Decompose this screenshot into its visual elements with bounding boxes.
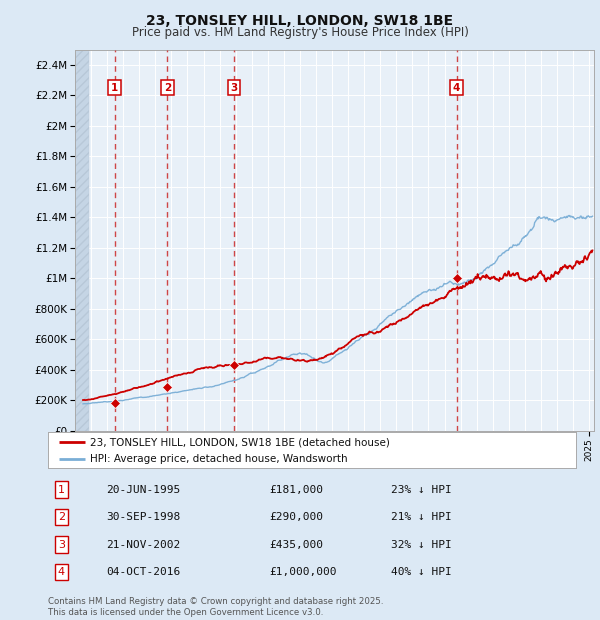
Text: 40% ↓ HPI: 40% ↓ HPI	[391, 567, 452, 577]
Text: 3: 3	[58, 539, 65, 549]
Text: 21-NOV-2002: 21-NOV-2002	[106, 539, 181, 549]
Text: 1: 1	[111, 82, 118, 93]
Text: 2: 2	[58, 512, 65, 522]
Text: Price paid vs. HM Land Registry's House Price Index (HPI): Price paid vs. HM Land Registry's House …	[131, 26, 469, 39]
Text: £435,000: £435,000	[270, 539, 324, 549]
Text: 32% ↓ HPI: 32% ↓ HPI	[391, 539, 452, 549]
Text: 23, TONSLEY HILL, LONDON, SW18 1BE (detached house): 23, TONSLEY HILL, LONDON, SW18 1BE (deta…	[90, 437, 390, 447]
Text: 23, TONSLEY HILL, LONDON, SW18 1BE: 23, TONSLEY HILL, LONDON, SW18 1BE	[146, 14, 454, 28]
Bar	[75, 50, 89, 431]
Text: 23% ↓ HPI: 23% ↓ HPI	[391, 485, 452, 495]
Text: 21% ↓ HPI: 21% ↓ HPI	[391, 512, 452, 522]
Text: £1,000,000: £1,000,000	[270, 567, 337, 577]
Text: 4: 4	[453, 82, 460, 93]
Text: 30-SEP-1998: 30-SEP-1998	[106, 512, 181, 522]
Text: 4: 4	[58, 567, 65, 577]
Text: 3: 3	[230, 82, 238, 93]
Text: £290,000: £290,000	[270, 512, 324, 522]
Text: 1: 1	[58, 485, 65, 495]
Text: 2: 2	[164, 82, 171, 93]
Text: Contains HM Land Registry data © Crown copyright and database right 2025.
This d: Contains HM Land Registry data © Crown c…	[48, 598, 383, 617]
Text: 20-JUN-1995: 20-JUN-1995	[106, 485, 181, 495]
Text: HPI: Average price, detached house, Wandsworth: HPI: Average price, detached house, Wand…	[90, 454, 348, 464]
Text: £181,000: £181,000	[270, 485, 324, 495]
Text: 04-OCT-2016: 04-OCT-2016	[106, 567, 181, 577]
